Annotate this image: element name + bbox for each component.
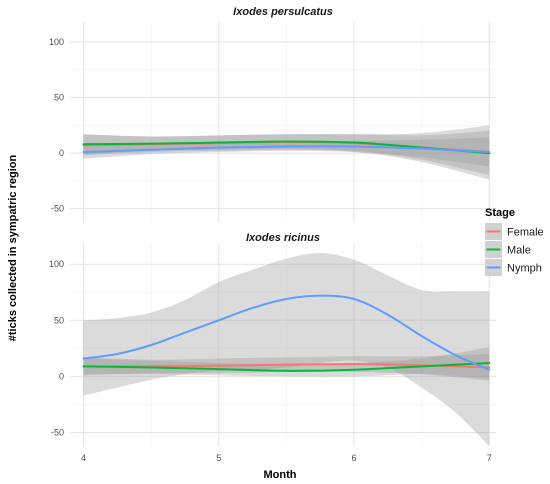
x-tick-label: 5 [216, 453, 221, 463]
x-axis-title: Month [264, 469, 297, 481]
panel-lines [82, 140, 491, 155]
panel-grid [70, 22, 496, 222]
panel-grid [70, 244, 496, 446]
panel-ixodes-ricinus: -50 0 50 100 Ixodes ricinus [49, 232, 496, 446]
y-tick-label: 0 [59, 371, 64, 381]
y-tick-label: 50 [54, 93, 64, 103]
panel-ribbons [83, 252, 490, 446]
panel-ixodes-persulcatus: -50 0 50 100 Ixodes persulcatus [49, 6, 496, 222]
panel-lines [82, 294, 491, 372]
line-male [82, 361, 491, 372]
x-tick-label: 4 [81, 453, 86, 463]
legend-label-male: Male [507, 245, 531, 257]
line-female [82, 363, 491, 369]
legend: Stage Female Male Nymph [485, 207, 544, 276]
ribbon-male [83, 130, 490, 176]
ribbon-female [83, 125, 490, 180]
y-tick-label: 50 [54, 315, 64, 325]
panel-background [70, 22, 496, 222]
legend-label-female: Female [507, 227, 544, 239]
panel-background [70, 244, 496, 446]
y-axis-title: #ticks collected in sympatric region [7, 154, 19, 341]
y-tick-label: 100 [49, 37, 64, 47]
line-nymph [82, 294, 491, 371]
line-male [82, 140, 491, 155]
x-axis-ticks: 4 5 6 7 [81, 453, 492, 463]
y-tick-label: -50 [51, 204, 64, 214]
y-tick-label: 100 [49, 259, 64, 269]
x-tick-label: 6 [351, 453, 356, 463]
ribbon-male [83, 347, 490, 379]
ribbon-female [83, 353, 490, 381]
ribbon-nymph [83, 252, 490, 446]
x-tick-label: 7 [487, 453, 492, 463]
y-tick-label: -50 [51, 428, 64, 438]
panel-y-ticks: -50 0 50 100 [49, 259, 64, 437]
panel-title: Ixodes persulcatus [233, 6, 333, 18]
panel-title: Ixodes ricinus [246, 232, 320, 244]
panel-y-ticks: -50 0 50 100 [49, 37, 64, 214]
legend-title: Stage [485, 207, 515, 219]
y-tick-label: 0 [59, 148, 64, 158]
legend-label-nymph: Nymph [507, 263, 542, 275]
line-nymph [82, 145, 491, 153]
